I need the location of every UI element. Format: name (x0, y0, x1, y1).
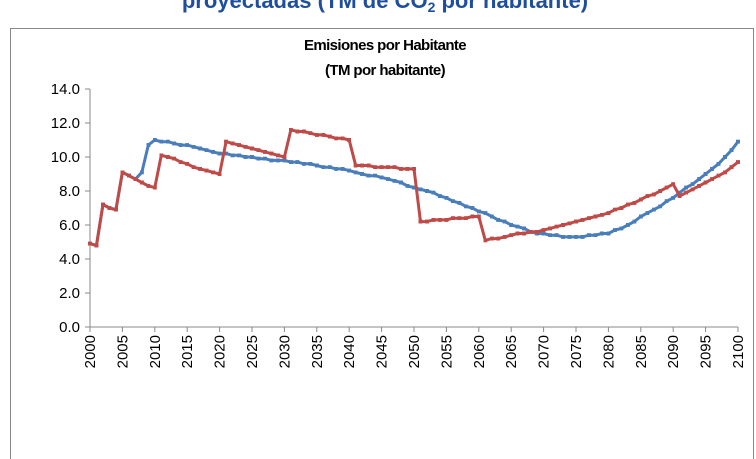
y-tick-label: 0.0 (59, 319, 80, 336)
x-tick-label: 2090 (665, 335, 682, 368)
y-tick-label: 6.0 (59, 217, 80, 234)
x-tick-label: 2055 (438, 335, 455, 368)
x-tick-label: 2050 (406, 335, 423, 368)
chart-subtitle: (TM por habitante) (325, 62, 446, 79)
x-tick-label: 2075 (568, 335, 585, 368)
x-tick-label: 2085 (633, 335, 650, 368)
x-tick-label: 2045 (374, 335, 391, 368)
series-line (88, 127, 740, 248)
heading: proyectadas (TM de CO2 por habitante) (182, 0, 588, 15)
x-tick-label: 2005 (114, 335, 131, 368)
x-tick-label: 2000 (82, 335, 99, 368)
x-tick-label: 2100 (730, 335, 747, 368)
x-tick-label: 2025 (244, 335, 261, 368)
y-tick-label: 4.0 (59, 251, 80, 268)
x-tick-label: 2080 (600, 335, 617, 368)
x-tick-label: 2065 (503, 335, 520, 368)
plot: 0.0 2.0 4.0 6.0 8.0 10.0 12.0 14.0 2000 2005 2010 2… (51, 81, 747, 368)
x-tick-label: 2070 (536, 335, 553, 368)
x-tick-label: 2015 (179, 335, 196, 368)
x-tick-label: 2035 (309, 335, 326, 368)
x-tick-label: 2060 (471, 335, 488, 368)
x-tick-label: 2030 (276, 335, 293, 368)
x-tick-label: 2010 (147, 335, 164, 368)
chart-frame (10, 28, 754, 459)
chart-title: Emisiones por Habitante (304, 37, 466, 54)
y-tick-label: 14.0 (51, 81, 80, 98)
y-tick-label: 10.0 (51, 149, 80, 166)
x-tick-label: 2040 (341, 335, 358, 368)
y-tick-label: 8.0 (59, 183, 80, 200)
x-tick-label: 2020 (212, 335, 229, 368)
x-tick-label: 2095 (698, 335, 715, 368)
y-tick-label: 12.0 (51, 115, 80, 132)
y-tick-label: 2.0 (59, 285, 80, 302)
